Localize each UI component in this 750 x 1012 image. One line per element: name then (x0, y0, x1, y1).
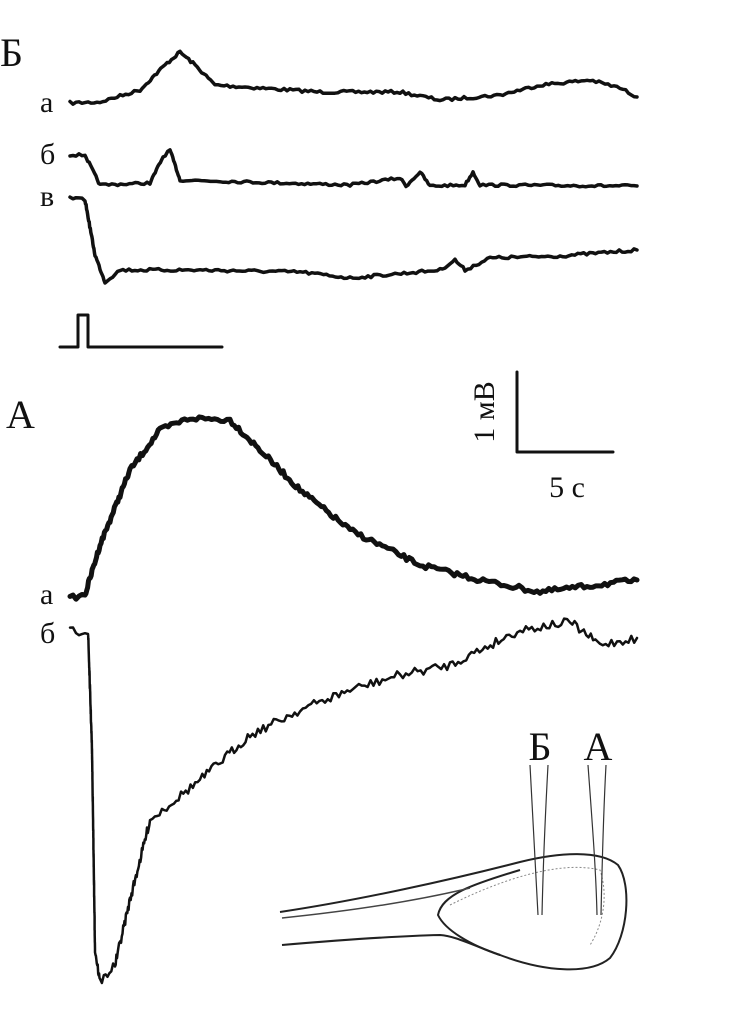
scale-bar (515, 370, 615, 454)
trace (68, 148, 639, 189)
trace-label: б (40, 617, 55, 650)
trace-label: а (40, 578, 53, 611)
trace (68, 195, 639, 285)
stimulus (58, 313, 224, 349)
trace-label: а (40, 86, 53, 119)
trace (68, 617, 639, 985)
electrode-label: А (584, 724, 613, 769)
trace (67, 414, 640, 602)
trace-label: в (40, 180, 54, 213)
trace (68, 49, 639, 106)
traces-b (68, 49, 639, 285)
panel-label: Б (0, 30, 23, 75)
traces-a (67, 414, 640, 985)
scale-voltage: 1 мВ (468, 381, 501, 443)
inset (279, 764, 628, 971)
scale-time: 5 с (549, 471, 585, 504)
electrode-label: Б (529, 724, 552, 769)
panel-label: А (6, 392, 35, 437)
trace-label: б (40, 138, 55, 171)
